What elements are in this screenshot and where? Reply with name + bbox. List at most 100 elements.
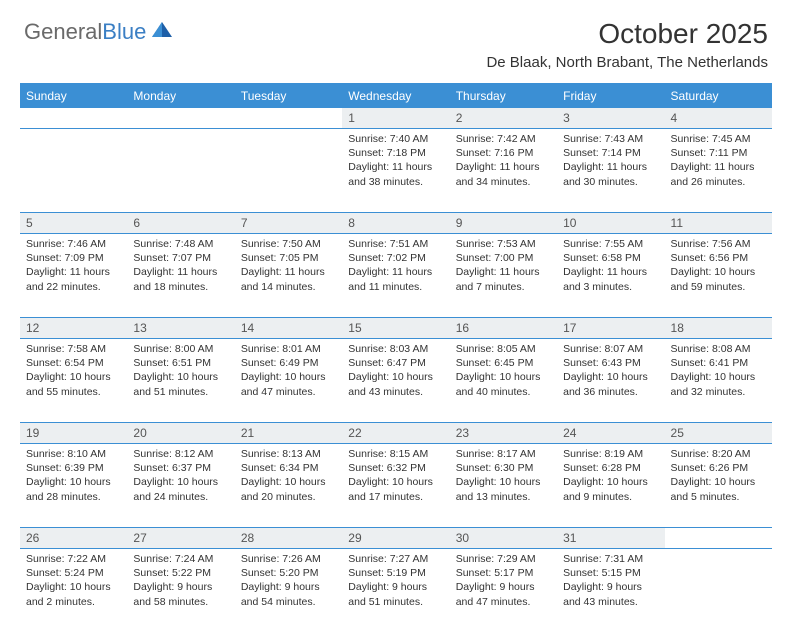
day-of-week-header: Sunday bbox=[20, 84, 127, 108]
day-number-cell bbox=[127, 108, 234, 129]
day-detail-cell: Sunrise: 7:43 AMSunset: 7:14 PMDaylight:… bbox=[557, 129, 664, 213]
sail-icon bbox=[150, 20, 174, 45]
page-header: GeneralBlue October 2025 De Blaak, North… bbox=[0, 0, 792, 75]
day-number-cell: 18 bbox=[665, 318, 772, 339]
day-number-row: 567891011 bbox=[20, 213, 772, 234]
day-number-row: 1234 bbox=[20, 108, 772, 129]
day-detail-cell: Sunrise: 8:13 AMSunset: 6:34 PMDaylight:… bbox=[235, 444, 342, 528]
day-number-cell: 4 bbox=[665, 108, 772, 129]
brand-name: GeneralBlue bbox=[24, 19, 146, 45]
month-title: October 2025 bbox=[486, 18, 768, 50]
day-number-cell: 7 bbox=[235, 213, 342, 234]
day-content: Sunrise: 7:27 AMSunset: 5:19 PMDaylight:… bbox=[342, 549, 449, 615]
day-content: Sunrise: 7:46 AMSunset: 7:09 PMDaylight:… bbox=[20, 234, 127, 300]
day-detail-row: Sunrise: 7:46 AMSunset: 7:09 PMDaylight:… bbox=[20, 234, 772, 318]
day-detail-cell bbox=[20, 129, 127, 213]
day-detail-cell: Sunrise: 8:10 AMSunset: 6:39 PMDaylight:… bbox=[20, 444, 127, 528]
day-detail-cell: Sunrise: 7:31 AMSunset: 5:15 PMDaylight:… bbox=[557, 549, 664, 633]
day-number-cell: 1 bbox=[342, 108, 449, 129]
day-of-week-row: SundayMondayTuesdayWednesdayThursdayFrid… bbox=[20, 84, 772, 108]
day-detail-cell: Sunrise: 7:24 AMSunset: 5:22 PMDaylight:… bbox=[127, 549, 234, 633]
day-content: Sunrise: 8:20 AMSunset: 6:26 PMDaylight:… bbox=[665, 444, 772, 510]
day-detail-cell: Sunrise: 8:20 AMSunset: 6:26 PMDaylight:… bbox=[665, 444, 772, 528]
day-number-cell bbox=[665, 528, 772, 549]
day-detail-cell: Sunrise: 7:58 AMSunset: 6:54 PMDaylight:… bbox=[20, 339, 127, 423]
day-number-cell: 23 bbox=[450, 423, 557, 444]
day-of-week-header: Saturday bbox=[665, 84, 772, 108]
day-detail-cell: Sunrise: 7:40 AMSunset: 7:18 PMDaylight:… bbox=[342, 129, 449, 213]
day-detail-cell: Sunrise: 7:22 AMSunset: 5:24 PMDaylight:… bbox=[20, 549, 127, 633]
day-number-cell: 16 bbox=[450, 318, 557, 339]
day-content: Sunrise: 8:12 AMSunset: 6:37 PMDaylight:… bbox=[127, 444, 234, 510]
day-number-cell: 11 bbox=[665, 213, 772, 234]
day-detail-row: Sunrise: 8:10 AMSunset: 6:39 PMDaylight:… bbox=[20, 444, 772, 528]
day-number-cell: 6 bbox=[127, 213, 234, 234]
day-detail-cell: Sunrise: 8:15 AMSunset: 6:32 PMDaylight:… bbox=[342, 444, 449, 528]
day-number-cell: 28 bbox=[235, 528, 342, 549]
day-content: Sunrise: 7:26 AMSunset: 5:20 PMDaylight:… bbox=[235, 549, 342, 615]
day-number-cell: 19 bbox=[20, 423, 127, 444]
day-number-cell bbox=[20, 108, 127, 129]
day-detail-cell: Sunrise: 7:45 AMSunset: 7:11 PMDaylight:… bbox=[665, 129, 772, 213]
day-detail-cell: Sunrise: 7:48 AMSunset: 7:07 PMDaylight:… bbox=[127, 234, 234, 318]
day-content: Sunrise: 8:19 AMSunset: 6:28 PMDaylight:… bbox=[557, 444, 664, 510]
day-detail-cell: Sunrise: 8:08 AMSunset: 6:41 PMDaylight:… bbox=[665, 339, 772, 423]
day-of-week-header: Thursday bbox=[450, 84, 557, 108]
day-content: Sunrise: 7:56 AMSunset: 6:56 PMDaylight:… bbox=[665, 234, 772, 300]
day-content: Sunrise: 8:10 AMSunset: 6:39 PMDaylight:… bbox=[20, 444, 127, 510]
day-content: Sunrise: 7:29 AMSunset: 5:17 PMDaylight:… bbox=[450, 549, 557, 615]
day-number-cell: 26 bbox=[20, 528, 127, 549]
day-content: Sunrise: 7:45 AMSunset: 7:11 PMDaylight:… bbox=[665, 129, 772, 195]
day-detail-cell: Sunrise: 7:26 AMSunset: 5:20 PMDaylight:… bbox=[235, 549, 342, 633]
day-number-cell: 8 bbox=[342, 213, 449, 234]
day-of-week-header: Tuesday bbox=[235, 84, 342, 108]
day-number-cell: 29 bbox=[342, 528, 449, 549]
day-number-cell: 31 bbox=[557, 528, 664, 549]
brand-part2: Blue bbox=[102, 19, 146, 44]
title-block: October 2025 De Blaak, North Brabant, Th… bbox=[486, 18, 768, 71]
day-content: Sunrise: 7:42 AMSunset: 7:16 PMDaylight:… bbox=[450, 129, 557, 195]
day-detail-cell: Sunrise: 7:46 AMSunset: 7:09 PMDaylight:… bbox=[20, 234, 127, 318]
day-content: Sunrise: 7:53 AMSunset: 7:00 PMDaylight:… bbox=[450, 234, 557, 300]
day-of-week-header: Wednesday bbox=[342, 84, 449, 108]
day-content: Sunrise: 8:03 AMSunset: 6:47 PMDaylight:… bbox=[342, 339, 449, 405]
day-number-cell: 27 bbox=[127, 528, 234, 549]
day-detail-cell: Sunrise: 8:12 AMSunset: 6:37 PMDaylight:… bbox=[127, 444, 234, 528]
day-detail-cell: Sunrise: 7:53 AMSunset: 7:00 PMDaylight:… bbox=[450, 234, 557, 318]
day-detail-cell bbox=[235, 129, 342, 213]
day-detail-cell: Sunrise: 7:29 AMSunset: 5:17 PMDaylight:… bbox=[450, 549, 557, 633]
day-detail-row: Sunrise: 7:40 AMSunset: 7:18 PMDaylight:… bbox=[20, 129, 772, 213]
day-number-cell: 21 bbox=[235, 423, 342, 444]
brand-part1: General bbox=[24, 19, 102, 44]
day-content: Sunrise: 8:01 AMSunset: 6:49 PMDaylight:… bbox=[235, 339, 342, 405]
day-number-row: 19202122232425 bbox=[20, 423, 772, 444]
day-number-cell: 10 bbox=[557, 213, 664, 234]
day-content: Sunrise: 7:48 AMSunset: 7:07 PMDaylight:… bbox=[127, 234, 234, 300]
day-of-week-header: Monday bbox=[127, 84, 234, 108]
day-of-week-header: Friday bbox=[557, 84, 664, 108]
day-number-row: 262728293031 bbox=[20, 528, 772, 549]
day-number-cell: 14 bbox=[235, 318, 342, 339]
day-number-cell: 12 bbox=[20, 318, 127, 339]
day-detail-cell: Sunrise: 7:27 AMSunset: 5:19 PMDaylight:… bbox=[342, 549, 449, 633]
day-number-cell: 25 bbox=[665, 423, 772, 444]
calendar-table: SundayMondayTuesdayWednesdayThursdayFrid… bbox=[20, 83, 772, 633]
day-content: Sunrise: 8:00 AMSunset: 6:51 PMDaylight:… bbox=[127, 339, 234, 405]
day-content: Sunrise: 7:50 AMSunset: 7:05 PMDaylight:… bbox=[235, 234, 342, 300]
day-content: Sunrise: 7:31 AMSunset: 5:15 PMDaylight:… bbox=[557, 549, 664, 615]
day-detail-row: Sunrise: 7:58 AMSunset: 6:54 PMDaylight:… bbox=[20, 339, 772, 423]
day-content: Sunrise: 7:51 AMSunset: 7:02 PMDaylight:… bbox=[342, 234, 449, 300]
day-detail-cell bbox=[127, 129, 234, 213]
day-number-cell: 3 bbox=[557, 108, 664, 129]
day-number-cell: 2 bbox=[450, 108, 557, 129]
day-content: Sunrise: 7:22 AMSunset: 5:24 PMDaylight:… bbox=[20, 549, 127, 615]
day-number-cell: 15 bbox=[342, 318, 449, 339]
day-detail-cell: Sunrise: 8:01 AMSunset: 6:49 PMDaylight:… bbox=[235, 339, 342, 423]
day-detail-cell: Sunrise: 8:05 AMSunset: 6:45 PMDaylight:… bbox=[450, 339, 557, 423]
day-detail-cell: Sunrise: 7:50 AMSunset: 7:05 PMDaylight:… bbox=[235, 234, 342, 318]
day-detail-cell: Sunrise: 7:42 AMSunset: 7:16 PMDaylight:… bbox=[450, 129, 557, 213]
day-content: Sunrise: 8:07 AMSunset: 6:43 PMDaylight:… bbox=[557, 339, 664, 405]
day-number-cell: 30 bbox=[450, 528, 557, 549]
day-content: Sunrise: 8:15 AMSunset: 6:32 PMDaylight:… bbox=[342, 444, 449, 510]
day-detail-cell: Sunrise: 8:07 AMSunset: 6:43 PMDaylight:… bbox=[557, 339, 664, 423]
